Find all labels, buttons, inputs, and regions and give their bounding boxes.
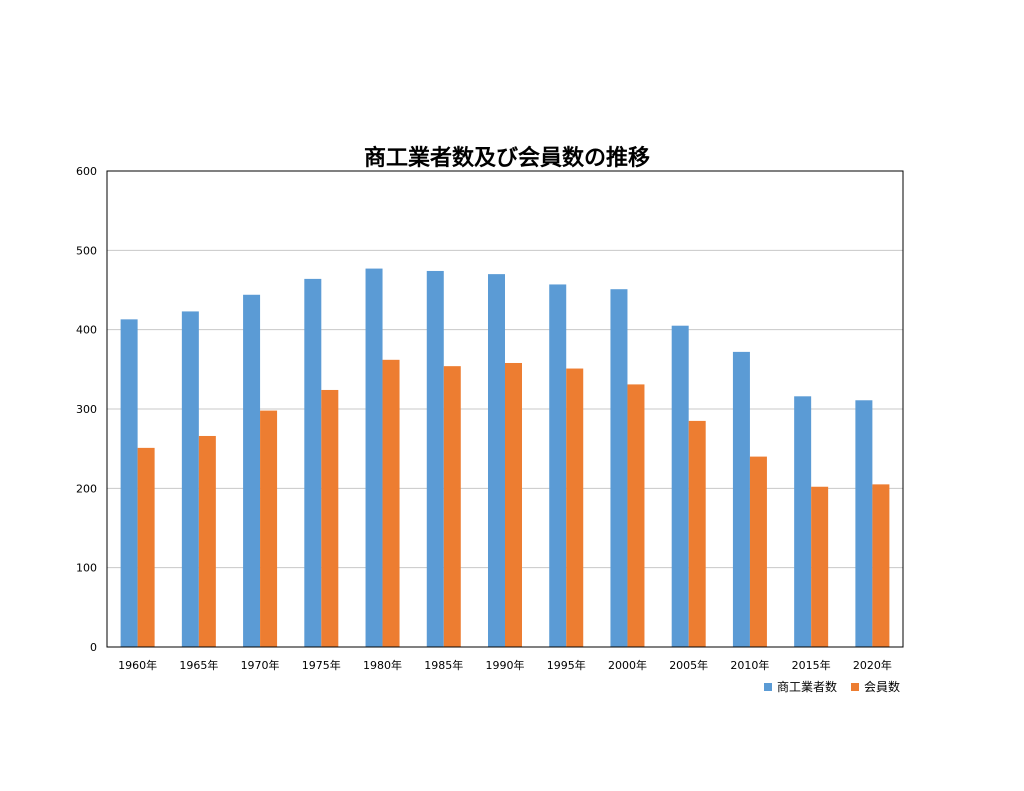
legend-item: 会員数 [851, 678, 900, 695]
y-tick-label: 600 [76, 165, 97, 178]
legend-swatch [764, 682, 772, 691]
bar-series-1 [181, 311, 199, 647]
bar-series-2 [566, 368, 584, 647]
y-tick-label: 200 [76, 482, 97, 495]
bar-series-2 [260, 410, 278, 647]
y-tick-label: 0 [90, 641, 97, 654]
bar-series-1 [732, 351, 750, 647]
bar-series-2 [382, 359, 400, 647]
bar-series-2 [137, 447, 155, 647]
bar-series-1 [365, 268, 383, 647]
bar-series-1 [243, 294, 261, 647]
bar-series-2 [811, 486, 829, 647]
x-tick-label: 2005年 [669, 658, 708, 672]
x-tick-label: 1985年 [424, 658, 463, 672]
bar-series-1 [794, 396, 812, 647]
bar-series-2 [627, 384, 645, 647]
x-tick-label: 1995年 [547, 658, 586, 672]
bar-series-1 [855, 400, 873, 647]
x-tick-label: 2020年 [853, 658, 892, 672]
x-tick-label: 2015年 [792, 658, 831, 672]
bars [120, 268, 890, 647]
bar-series-2 [505, 362, 522, 647]
bar-series-2 [749, 456, 767, 647]
x-tick-label: 2000年 [608, 658, 647, 672]
bar-series-1 [120, 319, 138, 647]
x-tick-label: 1970年 [241, 658, 280, 672]
x-tick-label: 1990年 [486, 658, 525, 672]
x-axis-ticks: 1960年 1965年 1970年 1975年 1980年 1985年 1990年 1995年… [118, 658, 892, 672]
bar-series-1 [426, 270, 444, 647]
bar-series-1 [610, 289, 628, 647]
y-axis-ticks: 0 100 200 300 400 500 600 [76, 165, 97, 654]
x-tick-label: 2010年 [730, 658, 769, 672]
bar-series-1 [549, 284, 567, 647]
x-tick-label: 1975年 [302, 658, 341, 672]
legend-swatch [851, 682, 860, 691]
bar-series-2 [321, 389, 339, 647]
y-tick-label: 500 [76, 244, 97, 257]
y-tick-label: 100 [76, 562, 97, 575]
bar-series-1 [304, 278, 322, 647]
y-tick-label: 400 [76, 324, 97, 337]
plot-area-frame [106, 170, 904, 648]
legend: 商工業者数 会員数 [764, 678, 914, 695]
y-tick-label: 300 [76, 403, 97, 416]
bar-series-2 [688, 420, 706, 647]
x-tick-label: 1980年 [363, 658, 402, 672]
bar-series-2 [872, 484, 890, 647]
x-tick-label: 1960年 [118, 658, 157, 672]
legend-label: 会員数 [864, 680, 901, 694]
legend-label: 商工業者数 [777, 680, 838, 694]
bar-series-2 [443, 366, 461, 647]
chart-title: 商工業者数及び会員数の推移 [363, 146, 650, 171]
x-tick-label: 1965年 [179, 658, 218, 672]
legend-item: 商工業者数 [764, 678, 837, 695]
bar-series-1 [488, 274, 505, 647]
bar-series-1 [671, 325, 689, 647]
bar-series-2 [198, 435, 216, 647]
